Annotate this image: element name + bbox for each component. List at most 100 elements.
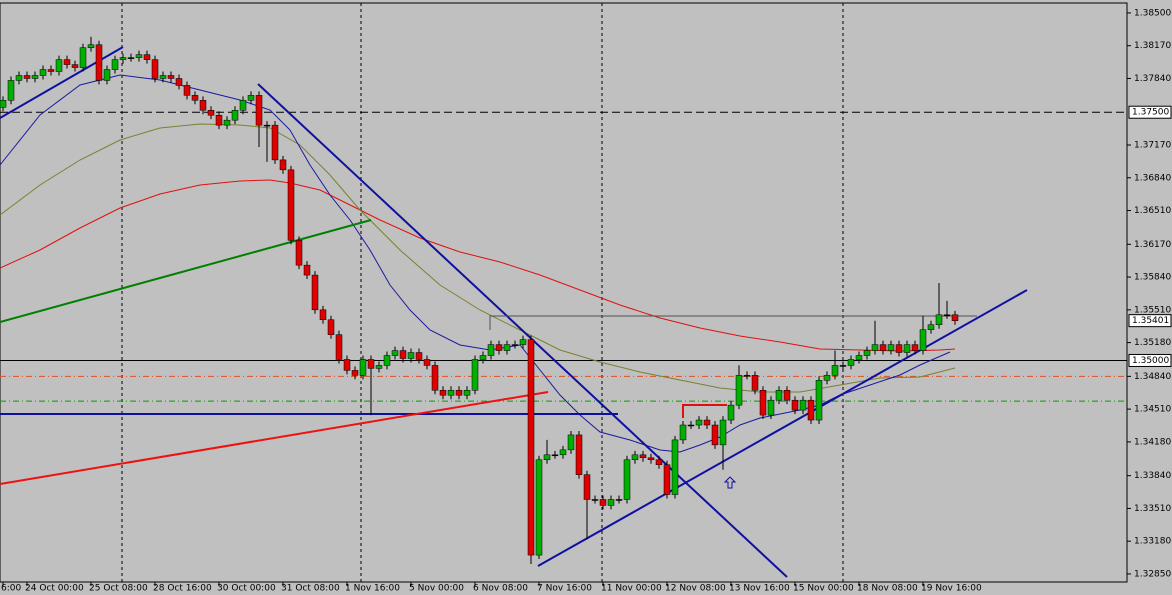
candle-body	[679, 424, 687, 441]
candle-body	[263, 124, 271, 127]
candle-body	[799, 399, 807, 411]
candle-body	[495, 344, 503, 351]
candle-body	[415, 352, 423, 360]
candle-body	[511, 344, 519, 346]
candle-body	[239, 100, 247, 111]
candle-body	[0, 100, 7, 108]
level-label: 1.35000	[1132, 356, 1169, 366]
candle-body	[191, 95, 199, 101]
candle-body	[447, 390, 455, 396]
candle-body	[279, 159, 287, 171]
candle-body	[783, 390, 791, 401]
y-tick-label: 1.38170	[1134, 41, 1171, 51]
candle-body	[575, 434, 583, 475]
y-tick-label: 1.35180	[1134, 338, 1171, 348]
candle-body	[319, 309, 327, 321]
x-tick-label: 6:00	[1, 584, 21, 594]
candle-body	[839, 365, 847, 367]
candle-body	[463, 390, 471, 396]
candle-body	[399, 350, 407, 359]
candle-body	[407, 352, 415, 359]
candle-body	[943, 314, 951, 317]
candle-body	[151, 59, 159, 79]
candle-body	[855, 355, 863, 360]
candle-body	[207, 109, 215, 116]
candle-body	[103, 69, 111, 81]
candle-body	[135, 54, 143, 58]
ma-mid	[0, 123, 956, 393]
candle-body	[455, 390, 463, 396]
candle-body	[375, 365, 383, 369]
price-label: 1.35401	[1132, 316, 1169, 326]
x-tick-label: 18 Nov 08:00	[857, 584, 918, 594]
candle-body	[863, 350, 871, 356]
candle-body	[775, 390, 783, 401]
candle-body	[271, 124, 279, 161]
candle-body	[719, 419, 727, 446]
candle-body	[527, 339, 535, 556]
x-tick-label: 13 Nov 16:00	[729, 584, 790, 594]
candle-body	[895, 344, 903, 353]
level-label: 1.37500	[1132, 108, 1169, 118]
price-label-box	[1128, 314, 1172, 328]
candle-body	[31, 75, 39, 79]
candle-body	[327, 319, 335, 335]
candle-body	[591, 499, 599, 501]
candle-body	[607, 499, 615, 506]
candle-body	[807, 399, 815, 421]
x-tick-label: 28 Oct 16:00	[153, 584, 212, 594]
candles	[0, 36, 959, 565]
candle-body	[823, 375, 831, 381]
candle-body	[903, 344, 911, 353]
candle-body	[559, 449, 567, 456]
candle-body	[111, 59, 119, 70]
candle-body	[663, 464, 671, 495]
candle-body	[935, 314, 943, 325]
y-tick-label: 1.38500	[1134, 8, 1171, 18]
candle-body	[231, 109, 239, 121]
x-tick-label: 11 Nov 00:00	[601, 584, 662, 594]
y-tick-label: 1.33510	[1134, 504, 1171, 514]
x-tick-label: 1 Nov 16:00	[345, 584, 400, 594]
candle-body	[199, 100, 207, 111]
candle-body	[471, 359, 479, 391]
period-separators	[121, 3, 844, 582]
candle-body	[71, 64, 79, 68]
candle-body	[887, 344, 895, 351]
candle-body	[759, 390, 767, 416]
candle-body	[95, 44, 103, 81]
candle-body	[175, 78, 183, 86]
candle-body	[351, 370, 359, 376]
candle-body	[303, 264, 311, 276]
range-line	[489, 315, 977, 330]
candle-body	[167, 75, 175, 79]
candle-body	[487, 344, 495, 356]
y-tick-label: 1.34180	[1134, 437, 1171, 447]
level-label-box	[1128, 105, 1172, 119]
trendline	[257, 83, 788, 578]
candle-body	[655, 459, 663, 465]
candle-body	[727, 404, 735, 421]
candle-body	[551, 454, 559, 457]
y-tick-label: 1.36840	[1134, 173, 1171, 183]
trendlines	[0, 46, 1028, 578]
level-label-box	[1128, 353, 1172, 367]
candle-body	[791, 399, 799, 411]
candle-body	[311, 274, 319, 311]
candle-body	[623, 459, 631, 500]
candle-body	[599, 499, 607, 506]
candle-body	[735, 375, 743, 406]
range-line	[682, 404, 727, 418]
candle-body	[751, 375, 759, 391]
candle-body	[63, 59, 71, 65]
candle-body	[215, 114, 223, 126]
candle-body	[847, 359, 855, 366]
y-tick-label: 1.33840	[1134, 471, 1171, 481]
y-tick-label: 1.35840	[1134, 273, 1171, 283]
candle-body	[567, 434, 575, 451]
candle-body	[287, 169, 295, 241]
candle-body	[911, 344, 919, 351]
candle-body	[367, 359, 375, 369]
